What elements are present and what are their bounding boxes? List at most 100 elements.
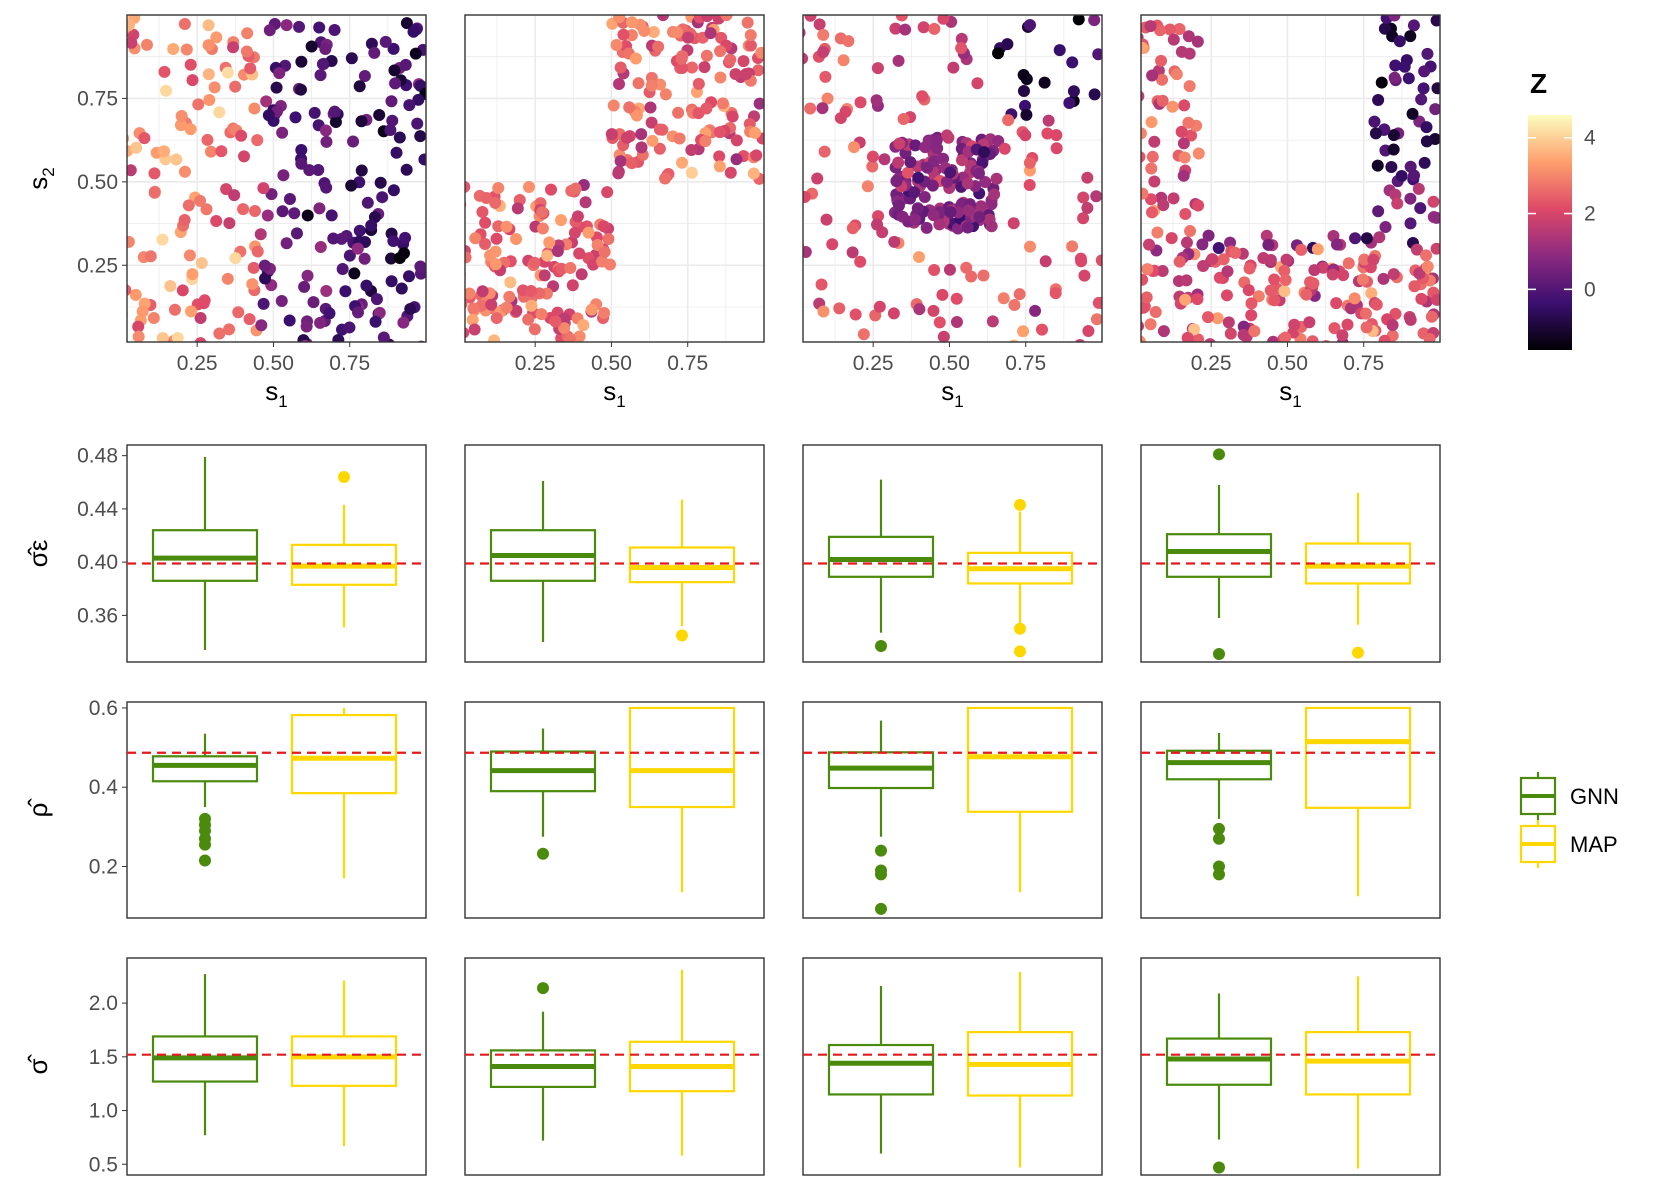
scatter-point <box>1415 292 1428 305</box>
scatter-point <box>1173 255 1186 268</box>
scatter-point <box>319 42 332 55</box>
scatter-point <box>632 77 645 90</box>
scatter-point <box>670 26 683 39</box>
scatter-point <box>488 334 501 342</box>
scatter-point <box>1179 207 1192 220</box>
scatter-point <box>280 19 293 32</box>
y-axis-title: s2 <box>23 167 58 189</box>
scatter-point <box>504 276 517 289</box>
scatter-point <box>818 145 831 158</box>
scatter-point <box>237 203 250 216</box>
scatter-point <box>699 135 712 148</box>
scatter-point <box>400 163 413 176</box>
scatter-point <box>871 62 884 75</box>
scatter-point <box>1074 339 1086 342</box>
scatter-point <box>241 27 254 40</box>
scatter-point <box>402 270 415 283</box>
scatter-point <box>1418 65 1431 78</box>
scatter-point <box>813 18 826 31</box>
scatter-point <box>585 303 598 316</box>
scatter-point <box>1410 243 1423 256</box>
scatter-point <box>803 191 811 204</box>
scatter-point <box>971 77 984 90</box>
scatter-point <box>724 166 737 179</box>
boxplot-row-sigma: 0.5 1.0 1.5 2.0 σ̂ <box>23 957 1441 1176</box>
box-gnn <box>151 974 259 1136</box>
scatter-point <box>360 279 373 292</box>
scatter-point <box>1344 302 1357 315</box>
scatter-point <box>750 149 763 162</box>
outlier-point <box>1213 822 1225 835</box>
scatter-point <box>826 238 839 251</box>
x-axis-title: s1 <box>265 376 287 411</box>
scatter-point <box>1206 253 1219 266</box>
scatter-point <box>1178 151 1191 164</box>
scatter-point <box>345 179 358 192</box>
scatter-point <box>1417 82 1430 95</box>
colorbar-tick-label: 4 <box>1584 127 1596 150</box>
scatter-point <box>257 297 270 310</box>
box-gnn <box>489 728 597 860</box>
scatter-point <box>465 271 466 278</box>
scatter-point <box>713 160 726 173</box>
scatter-point <box>399 231 412 244</box>
scatter-point <box>1185 129 1198 142</box>
scatter-point <box>1197 260 1210 273</box>
scatter-point <box>1369 127 1382 140</box>
scatter-point <box>607 99 620 112</box>
scatter-point <box>358 252 371 265</box>
scatter-point <box>522 313 535 326</box>
scatter-point <box>1387 143 1400 156</box>
scatter-point <box>1404 30 1417 43</box>
scatter-point <box>1414 202 1427 215</box>
scatter-point <box>1252 290 1265 303</box>
scatter-point <box>1375 76 1388 89</box>
scatter-point <box>1336 329 1349 342</box>
scatter-point <box>871 218 884 231</box>
scatter-point <box>194 194 207 207</box>
scatter-point <box>409 47 422 60</box>
scatter-point <box>525 299 538 312</box>
scatter-point <box>961 177 974 190</box>
scatter-point <box>1342 257 1355 270</box>
scatter-point <box>132 320 145 333</box>
scatter-point <box>598 245 611 258</box>
scatter-point <box>1430 15 1440 27</box>
outlier-point <box>1213 448 1225 461</box>
scatter-point <box>1389 59 1402 72</box>
scatter-point <box>332 334 345 342</box>
scatter-point <box>1402 72 1415 85</box>
scatter-point <box>716 97 729 110</box>
colorbar-gradient <box>1528 115 1572 350</box>
scatter-point <box>469 232 482 245</box>
scatter-point <box>1013 288 1026 301</box>
scatter-point <box>895 15 908 22</box>
scatter-point <box>1017 325 1030 338</box>
scatter-point <box>1077 212 1090 225</box>
scatter-point <box>1019 129 1032 142</box>
scatter-point <box>1423 332 1436 342</box>
scatter-point <box>653 142 666 155</box>
x-tick-label: 0.50 <box>253 352 294 375</box>
scatter-point <box>1348 292 1361 305</box>
y-tick-label: 0.40 <box>77 551 118 574</box>
scatter-point <box>1260 229 1273 242</box>
y-axis-title: σ̂ <box>23 1053 53 1074</box>
scatter-point <box>178 18 191 31</box>
scatter-point <box>1145 206 1158 219</box>
scatter-point <box>896 210 909 223</box>
scatter-point <box>614 61 627 74</box>
scatter-point <box>1157 325 1170 338</box>
scatter-point <box>1387 129 1400 142</box>
scatter-point <box>1088 15 1101 27</box>
boxplot-row-rho: 0.2 0.4 0.6 ρ̂ <box>23 697 1441 919</box>
scatter-point <box>127 19 135 32</box>
scatter-point <box>672 106 685 119</box>
scatter-point <box>355 164 368 177</box>
scatter-point <box>1264 254 1277 267</box>
scatter-point <box>965 270 978 283</box>
box-map <box>1304 706 1412 897</box>
scatter-point <box>280 237 293 250</box>
box-iqr <box>628 546 736 584</box>
